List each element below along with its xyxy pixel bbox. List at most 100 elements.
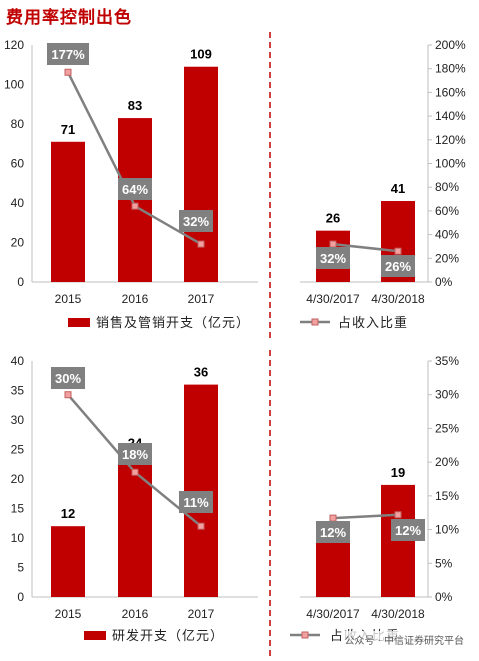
rnd-y-tick-label: 20 <box>11 472 25 486</box>
sales-x-tick-label: 4/30/2017 <box>306 292 360 306</box>
rnd-y2-tick-label: 25% <box>435 421 459 435</box>
sales-ratio-marker <box>131 202 139 210</box>
sales-y2-tick-label: 80% <box>435 180 459 194</box>
rnd-y2-tick-label: 10% <box>435 523 459 537</box>
sales-ratio-badge-label: 26% <box>385 259 411 274</box>
rnd-ratio-badge <box>179 491 213 513</box>
rnd-y2-tick-label: 30% <box>435 388 459 402</box>
rnd-legend-line-marker <box>301 631 309 639</box>
rnd-ratio-marker <box>197 522 205 530</box>
rnd-ratio-badge-label: 30% <box>55 371 81 386</box>
rnd-y2-tick-label: 35% <box>435 354 459 368</box>
rnd-x-tick-label: 4/30/2017 <box>306 607 360 621</box>
rnd-bar <box>184 384 218 597</box>
rnd-legend-bar-swatch <box>84 631 106 640</box>
sales-y-tick-label: 40 <box>11 196 25 210</box>
sales-y2-tick-label: 180% <box>435 62 466 76</box>
rnd-y-tick-label: 40 <box>11 354 25 368</box>
sales-bar <box>184 66 218 282</box>
sales-x-tick-label: 2016 <box>122 292 149 306</box>
sales-ratio-badge-label: 64% <box>122 182 148 197</box>
rnd-y2-tick-label: 5% <box>435 556 453 570</box>
rnd-y-tick-label: 5 <box>17 561 24 575</box>
rnd-x-tick-label: 2016 <box>122 607 149 621</box>
sales-bar-value-label: 26 <box>326 211 340 226</box>
rnd-ratio-marker <box>64 391 72 399</box>
sales-y2-tick-label: 20% <box>435 251 459 265</box>
sales-ratio-badge <box>179 210 213 232</box>
rnd-ratio-line <box>332 513 399 520</box>
sales-ratio-badge <box>47 43 89 65</box>
rnd-ratio-badge <box>118 443 152 465</box>
rnd-bar-value-label: 36 <box>194 365 208 380</box>
rnd-ratio-badge <box>51 367 85 389</box>
sales-ratio-line <box>332 242 399 253</box>
rnd-y-tick-label: 0 <box>17 590 24 604</box>
sales-y2-tick-label: 60% <box>435 204 459 218</box>
sales-y-tick-label: 80 <box>11 117 25 131</box>
sales-ratio-badge-label: 32% <box>183 214 209 229</box>
rnd-y-tick-label: 30 <box>11 413 25 427</box>
rnd-ratio-badge-label: 18% <box>122 447 148 462</box>
page-title: 费用率控制出色 <box>6 8 132 28</box>
sales-y2-tick-label: 120% <box>435 133 466 147</box>
sales-y2-tick-label: 200% <box>435 38 466 52</box>
rnd-y-tick-label: 10 <box>11 531 25 545</box>
sales-y2-tick-label: 0% <box>435 275 453 289</box>
sales-bar <box>51 141 85 282</box>
sales-x-tick-label: 2015 <box>55 292 82 306</box>
sales-y-tick-label: 60 <box>11 157 25 171</box>
rnd-ratio-marker <box>394 511 402 519</box>
sales-ratio-badge <box>381 255 415 277</box>
sales-y-tick-label: 0 <box>17 275 24 289</box>
sales-y2-tick-label: 100% <box>435 157 466 171</box>
sales-ratio-marker <box>329 240 337 248</box>
sales-legend-line-marker <box>311 318 319 326</box>
rnd-y-tick-label: 15 <box>11 502 25 516</box>
sales-ratio-marker <box>64 68 72 76</box>
rnd-x-tick-label: 2015 <box>55 607 82 621</box>
rnd-bar <box>316 540 350 597</box>
sales-ratio-badge <box>316 247 350 269</box>
rnd-y-tick-label: 25 <box>11 443 25 457</box>
sales-y2-tick-label: 160% <box>435 85 466 99</box>
rnd-y2-tick-label: 0% <box>435 590 453 604</box>
rnd-y-tick-label: 35 <box>11 384 25 398</box>
sales-ratio-badge <box>118 178 152 200</box>
sales-ratio-marker <box>394 247 402 255</box>
sales-y-tick-label: 120 <box>4 38 24 52</box>
sales-ratio-badge-label: 32% <box>320 251 346 266</box>
rnd-y2-tick-label: 20% <box>435 455 459 469</box>
sales-y2-tick-label: 40% <box>435 228 459 242</box>
rnd-ratio-badge <box>391 519 425 541</box>
rnd-ratio-badge-label: 12% <box>320 525 346 540</box>
sales-x-tick-label: 4/30/2018 <box>371 292 425 306</box>
rnd-x-tick-label: 4/30/2018 <box>371 607 425 621</box>
sales-legend-bar-label: 销售及管销开支（亿元） <box>96 315 250 330</box>
sales-ratio-badge-label: 177% <box>51 47 85 62</box>
rnd-bar <box>118 455 152 597</box>
watermark: 公众号 · 中信证券研究平台 <box>341 631 467 648</box>
rnd-ratio-badge <box>316 521 350 543</box>
sales-legend-bar-swatch <box>68 318 90 327</box>
sales-bar <box>118 118 152 282</box>
sales-x-tick-label: 2017 <box>188 292 215 306</box>
rnd-bar-value-label: 19 <box>391 465 405 480</box>
sales-bar-value-label: 71 <box>61 122 75 137</box>
sales-y2-tick-label: 140% <box>435 109 466 123</box>
rnd-ratio-marker <box>329 514 337 522</box>
sales-ratio-marker <box>197 240 205 248</box>
sales-bar-value-label: 41 <box>391 181 405 196</box>
rnd-ratio-badge-label: 12% <box>395 523 421 538</box>
rnd-bar <box>51 526 85 597</box>
rnd-bar-value-label: 12 <box>61 506 75 521</box>
rnd-ratio-badge-label: 11% <box>183 495 209 510</box>
sales-y-tick-label: 100 <box>4 78 24 92</box>
sales-bar-value-label: 83 <box>128 98 142 113</box>
sales-y-tick-label: 20 <box>11 236 25 250</box>
sales-bar-value-label: 109 <box>190 47 212 62</box>
rnd-y2-tick-label: 15% <box>435 489 459 503</box>
rnd-ratio-marker <box>131 468 139 476</box>
sales-legend-line-label: 占收入比重 <box>338 315 408 330</box>
